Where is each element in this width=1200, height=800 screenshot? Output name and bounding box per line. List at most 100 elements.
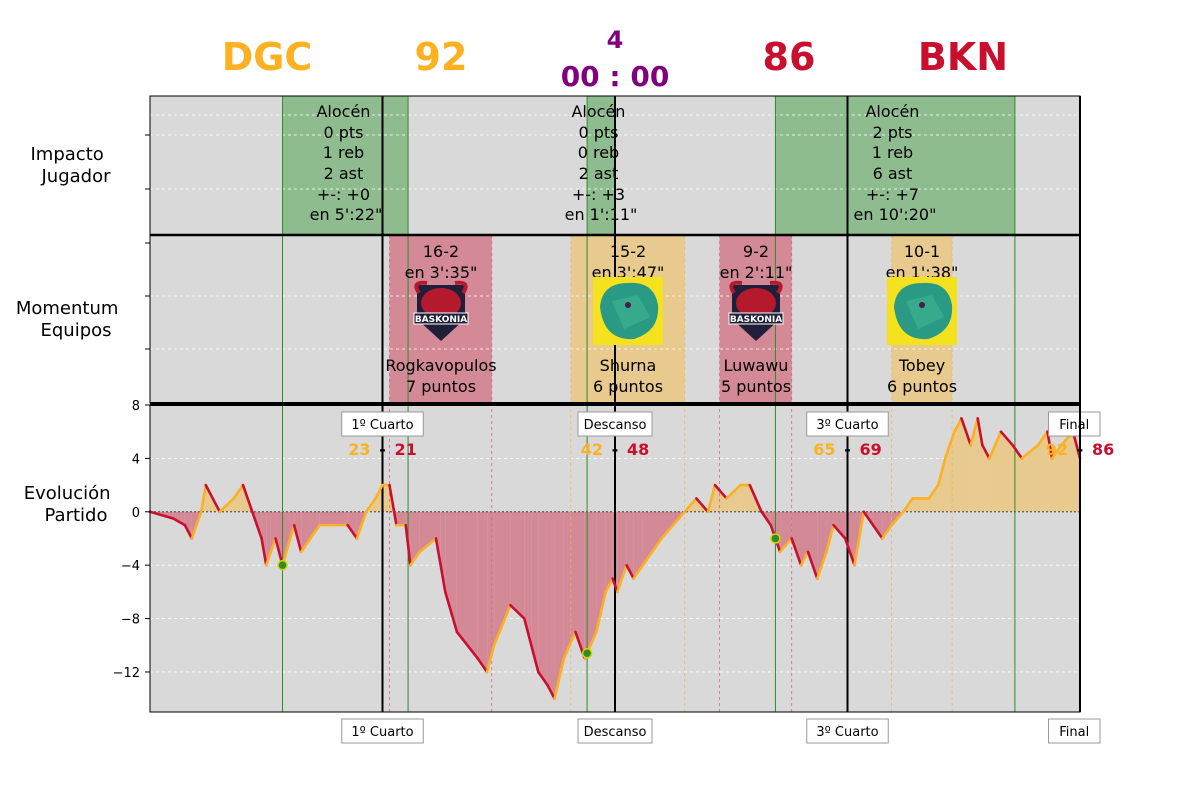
score-diff-segment: [857, 510, 866, 540]
y-tick-label: −12: [113, 666, 140, 681]
y-tick-label: −8: [121, 613, 140, 628]
area-segment: [575, 511, 585, 659]
y-tick-label: 8: [132, 399, 140, 414]
score-diff-segment: [536, 670, 549, 687]
score-diff-segment: [1011, 443, 1024, 460]
area-segment: [477, 511, 488, 672]
quarter-score-separator: -: [379, 440, 386, 459]
score-diff-segment: [825, 523, 835, 554]
score-diff-segment: [1050, 443, 1063, 460]
y-tick-label: 4: [132, 452, 140, 467]
area-segment: [347, 511, 357, 539]
score-diff-segment: [292, 523, 303, 554]
score-diff-segment: [190, 510, 203, 540]
score-diff-segment: [509, 603, 526, 620]
score-diff-segment: [790, 537, 803, 567]
momentum-player-1: Rogkavopulos 7 puntos: [385, 356, 496, 396]
score-diff-segment: [778, 537, 794, 554]
area-segment: [1000, 431, 1013, 512]
score-diff-segment: [799, 550, 810, 567]
score-diff-segment: [806, 550, 819, 580]
score-diff-segment: [843, 537, 856, 567]
score-diff-segment: [443, 590, 459, 634]
impact-window: [587, 96, 615, 235]
score-diff-segment: [988, 430, 1003, 460]
score-diff-segment: [969, 417, 980, 447]
y-tick-label: 0: [132, 506, 140, 521]
area-segment: [184, 511, 192, 539]
area-segment: [661, 511, 674, 539]
quarter-score-right: 69: [860, 440, 882, 459]
momentum-player-4: Tobey 6 puntos: [887, 356, 957, 396]
score-diff-segment: [1020, 443, 1040, 460]
quarter-score-left: 42: [581, 440, 603, 459]
score-diff-segment: [595, 590, 608, 634]
baskonia-wordmark: BASKONIA: [730, 315, 782, 325]
quarter-label: 3º Cuarto: [816, 725, 878, 740]
score-diff-segment: [611, 577, 619, 594]
area-segment: [740, 485, 750, 512]
score-diff-segment: [485, 643, 496, 674]
quarter-labels-bottom: 1º Cuarto Descanso 3º Cuarto Final: [341, 718, 1101, 744]
score-diff-segment: [943, 430, 956, 460]
area-segment: [456, 511, 478, 659]
score-diff-segment: [976, 417, 984, 447]
score-diff-segment: [204, 483, 215, 500]
score-diff-segment: [199, 483, 208, 514]
area-segment: [554, 511, 564, 699]
team-left-name: DGC: [222, 35, 313, 79]
score-left: 92: [415, 35, 468, 79]
area-segment: [336, 511, 348, 526]
gran-canaria-logo: [887, 277, 957, 345]
momentum-run-1: 16-2 en 3':35": [405, 242, 478, 282]
score-diff-segment: [232, 483, 245, 500]
score-diff-segment: [862, 510, 875, 527]
momentum-player-3: Luwawu 5 puntos: [721, 356, 791, 396]
quarter-label-box: [341, 718, 424, 744]
area-segment: [531, 511, 539, 672]
quarter-score-separator: -: [612, 440, 619, 459]
score-diff-segment: [241, 483, 254, 514]
gran-canaria-logo: [593, 277, 663, 345]
score-diff-segment: [953, 417, 963, 433]
quarter-label-box: [1048, 411, 1101, 437]
panel-borders: [145, 95, 1081, 713]
impact-row-label: Impacto Jugador: [31, 144, 112, 187]
quarter-label-box: [577, 411, 653, 437]
impact-marker: [581, 648, 593, 659]
area-segment: [807, 511, 818, 579]
score-diff-segment: [890, 510, 905, 527]
area-segment: [410, 511, 420, 566]
momentum-run-3: 9-2 en 2':11": [720, 242, 793, 282]
score-diff-segment: [523, 617, 533, 647]
impact-marker: [277, 559, 288, 571]
score-diff-segment: [492, 603, 512, 647]
score-diff-segment: [364, 497, 377, 514]
score-right: 86: [763, 35, 816, 79]
quarter-label-box: [806, 411, 889, 437]
score-diff-segment: [1036, 430, 1049, 447]
area-segment: [633, 511, 643, 579]
area-segment: [626, 511, 634, 579]
score-diff-segment: [346, 523, 359, 540]
period-number: 4: [607, 26, 624, 54]
score-diff-segment: [871, 523, 884, 540]
area-segment: [510, 511, 525, 619]
area-segment: [524, 511, 532, 646]
quarter-label-box: [577, 718, 653, 744]
baskonia-logo: BASKONIA: [413, 280, 469, 341]
area-segment: [233, 485, 243, 512]
area-segment: [817, 511, 827, 579]
score-diff-segment: [374, 483, 384, 500]
score-diff-segment: [725, 483, 742, 500]
area-segment: [1038, 431, 1048, 512]
y-tick-label: −4: [121, 559, 140, 574]
impact-markers: [277, 533, 781, 659]
area-segment: [938, 458, 946, 512]
quarter-score-left: 92: [1046, 440, 1068, 459]
score-diff-segment: [641, 537, 663, 567]
score-diff-segment: [562, 630, 577, 660]
quarter-labels-inline: 1º Cuarto Descanso 3º Cuarto Final: [341, 411, 1101, 437]
impact-marker: [770, 533, 781, 544]
score-diff-segment: [832, 523, 847, 540]
